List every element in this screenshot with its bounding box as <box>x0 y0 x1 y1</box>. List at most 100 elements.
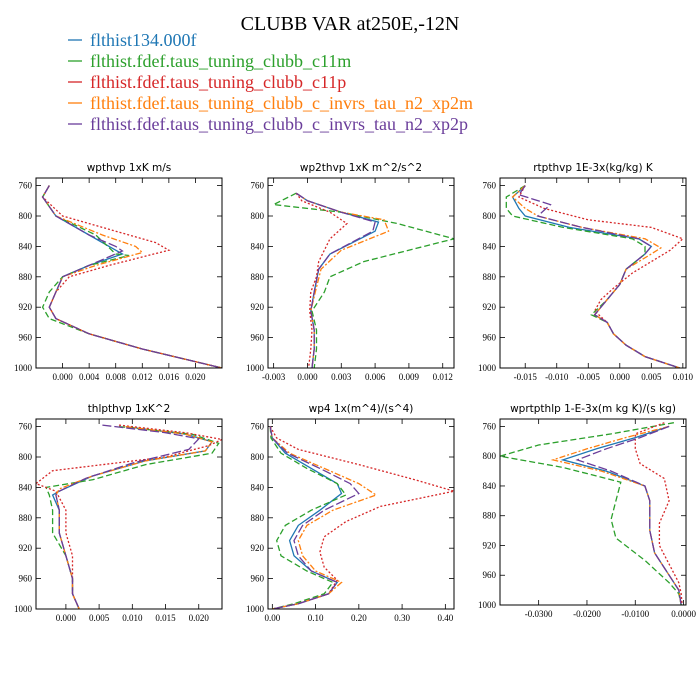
x-tick-label: 0.0000 <box>671 609 696 619</box>
y-tick-label: 960 <box>251 333 265 343</box>
x-tick-label: 0.005 <box>89 613 110 623</box>
y-tick-label: 840 <box>19 482 33 492</box>
series-line <box>269 426 347 609</box>
y-tick-label: 920 <box>251 302 265 312</box>
y-tick-label: 880 <box>19 513 33 523</box>
chart-panel: wprtpthlp 1-E-3x(m kg K)/(s kg) 760 800 840… <box>478 403 696 619</box>
x-tick-label: -0.0300 <box>525 609 553 619</box>
y-tick-label: 760 <box>483 181 497 191</box>
series-line <box>55 424 201 609</box>
y-tick-label: 760 <box>251 181 265 191</box>
series-line <box>500 422 682 605</box>
series-line <box>269 426 378 609</box>
x-tick-label: -0.003 <box>262 372 286 382</box>
y-tick-label: 880 <box>19 272 33 282</box>
chart-title: wp2thvp 1xK m^2/s^2 <box>300 162 422 174</box>
y-tick-label: 1000 <box>14 604 33 614</box>
legend-label: flthist.fdef.taus_tuning_clubb_c11p <box>90 72 346 92</box>
y-tick-label: 840 <box>483 241 497 251</box>
x-tick-label: 0.012 <box>433 372 453 382</box>
y-tick-label: 760 <box>251 422 265 432</box>
legend-label: flthist.fdef.taus_tuning_clubb_c_invrs_t… <box>90 93 473 113</box>
chart-title: wprtpthlp 1-E-3x(m kg K)/(s kg) <box>510 403 676 415</box>
legend-label: flthist.fdef.taus_tuning_clubb_c11m <box>90 51 351 71</box>
chart-panel: rtpthvp 1E-3x(kg/kg) K 760 800 840 880 920 960… <box>478 162 693 382</box>
x-tick-label: 0.008 <box>106 372 127 382</box>
series-line <box>36 424 222 609</box>
chart-panel: wp2thvp 1xK m^2/s^2 760 800 840 880 920 960 100… <box>246 162 455 382</box>
y-tick-label: 840 <box>251 241 265 251</box>
series-group <box>271 192 454 368</box>
plot-frame <box>499 177 687 369</box>
y-tick-label: 1000 <box>246 604 265 614</box>
y-tick-label: 920 <box>483 302 497 312</box>
series-line <box>295 192 376 368</box>
series-group <box>500 422 683 605</box>
series-group <box>41 185 222 368</box>
x-tick-label: 0.000 <box>297 372 318 382</box>
plot-frame <box>35 418 223 610</box>
y-tick-label: 800 <box>483 211 497 221</box>
y-tick-label: 920 <box>19 302 33 312</box>
x-tick-label: 0.000 <box>52 372 73 382</box>
y-tick-label: 960 <box>483 570 497 580</box>
y-tick-label: 800 <box>251 211 265 221</box>
x-tick-label: 0.000 <box>610 372 631 382</box>
x-tick-label: 0.020 <box>189 613 210 623</box>
y-tick-label: 1000 <box>478 600 497 610</box>
panels: wpthvp 1xK m/s76080084088092096010000.00… <box>14 162 696 623</box>
x-tick-label: -0.0200 <box>573 609 601 619</box>
x-tick-label: -0.0100 <box>621 609 649 619</box>
series-group <box>505 185 685 368</box>
y-tick-label: 880 <box>251 513 265 523</box>
series-line <box>634 422 683 605</box>
series-line <box>45 425 220 609</box>
x-tick-label: 0.30 <box>394 613 410 623</box>
y-tick-label: 840 <box>19 241 33 251</box>
series-line <box>575 425 682 605</box>
x-tick-label: 0.004 <box>79 372 100 382</box>
chart-title: thlpthvp 1xK^2 <box>88 403 171 415</box>
y-tick-label: 800 <box>19 452 33 462</box>
x-tick-label: -0.010 <box>545 372 569 382</box>
chart-title: wpthvp 1xK m/s <box>87 162 172 174</box>
chart-panel: wpthvp 1xK m/s 760 800 840 880 920 960 1000 0.00… <box>14 162 223 382</box>
plot-frame <box>267 418 455 610</box>
x-tick-label: 0.012 <box>132 372 152 382</box>
y-tick-label: 920 <box>483 540 497 550</box>
x-tick-label: 0.00 <box>264 613 280 623</box>
y-tick-label: 1000 <box>246 363 265 373</box>
chart-title: rtpthvp 1E-3x(kg/kg) K <box>533 162 654 174</box>
series-line <box>517 185 680 368</box>
chart-title: wp4 1x(m^4)/(s^4) <box>309 403 414 415</box>
y-tick-label: 840 <box>251 482 265 492</box>
series-line <box>271 192 454 368</box>
x-tick-label: 0.40 <box>437 613 453 623</box>
y-tick-label: 760 <box>19 181 33 191</box>
series-line <box>295 192 348 368</box>
y-tick-label: 760 <box>483 421 497 431</box>
series-line <box>41 185 222 368</box>
chart-panel: thlpthvp 1xK^2 760 800 840 880 920 960 1000 0.00… <box>14 403 223 623</box>
x-tick-label: 0.006 <box>365 372 386 382</box>
y-tick-label: 1000 <box>478 363 497 373</box>
x-tick-label: 0.010 <box>122 613 143 623</box>
y-tick-label: 760 <box>19 422 33 432</box>
series-line <box>517 185 685 368</box>
x-tick-label: 0.10 <box>308 613 324 623</box>
y-tick-label: 800 <box>483 451 497 461</box>
y-tick-label: 840 <box>483 481 497 491</box>
y-tick-label: 880 <box>483 511 497 521</box>
legend-label: flthist134.000f <box>90 30 197 50</box>
x-tick-label: -0.005 <box>577 372 601 382</box>
y-tick-label: 1000 <box>14 363 33 373</box>
x-tick-label: 0.005 <box>641 372 662 382</box>
plot-frame <box>35 177 223 369</box>
y-tick-label: 960 <box>483 333 497 343</box>
x-tick-label: 0.020 <box>185 372 206 382</box>
y-tick-label: 960 <box>19 574 33 584</box>
x-tick-label: 0.003 <box>331 372 352 382</box>
x-tick-label: 0.20 <box>351 613 367 623</box>
